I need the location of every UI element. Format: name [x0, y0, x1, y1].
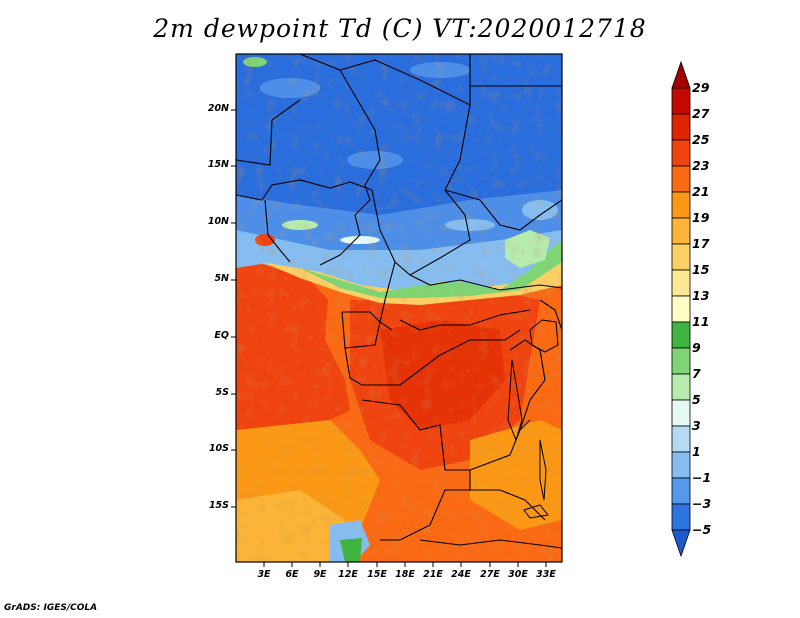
grads-credit: GrADS: IGES/COLA — [4, 603, 98, 613]
colorbar-swatch — [671, 425, 691, 453]
lat-label-15n: 15N — [207, 159, 229, 170]
lat-label-20n: 20N — [207, 103, 229, 114]
colorbar-label: 17 — [692, 236, 710, 251]
colorbar-swatch — [671, 60, 691, 89]
colorbar — [671, 60, 691, 558]
colorbar-label: 19 — [692, 210, 710, 225]
colorbar-label: 13 — [692, 288, 710, 303]
colorbar-swatch — [671, 217, 691, 245]
colorbar-label: 27 — [692, 106, 710, 121]
colorbar-swatch — [671, 113, 691, 141]
lat-ticks — [231, 109, 236, 508]
lat-label-5n: 5N — [214, 273, 229, 284]
dewpoint-field — [236, 54, 562, 562]
colorbar-swatch — [671, 399, 691, 427]
lat-label-eq: EQ — [214, 330, 229, 341]
colorbar-label: 15 — [692, 262, 710, 277]
colorbar-swatch — [671, 451, 691, 479]
colorbar-swatch — [671, 87, 691, 115]
lon-label-12e: 12E — [338, 569, 358, 580]
lon-label-27e: 27E — [480, 569, 500, 580]
colorbar-swatch — [671, 503, 691, 531]
lon-label-3e: 3E — [257, 569, 271, 580]
lakes — [507, 319, 559, 519]
lon-label-6e: 6E — [285, 569, 299, 580]
lon-label-30e: 30E — [508, 569, 528, 580]
colorbar-swatch — [671, 191, 691, 219]
colorbar-label: −1 — [692, 470, 712, 485]
colorbar-swatch — [671, 373, 691, 401]
colorbar-label: 7 — [692, 366, 701, 381]
colorbar-label: −3 — [692, 496, 712, 511]
colorbar-swatch — [671, 529, 691, 558]
colorbar-swatch — [671, 243, 691, 271]
lon-label-9e: 9E — [313, 569, 327, 580]
colorbar-label: 3 — [692, 418, 701, 433]
colorbar-swatch — [671, 295, 691, 323]
lon-label-18e: 18E — [395, 569, 415, 580]
colorbar-label: 5 — [692, 392, 701, 407]
lat-label-10s: 10S — [208, 443, 229, 454]
lon-label-24e: 24E — [451, 569, 471, 580]
lon-label-15e: 15E — [367, 569, 387, 580]
colorbar-swatch — [671, 165, 691, 193]
colorbar-label: 11 — [692, 314, 710, 329]
colorbar-label: 9 — [692, 340, 701, 355]
colorbar-swatch — [671, 321, 691, 349]
colorbar-label: 21 — [692, 184, 710, 199]
colorbar-swatch — [671, 347, 691, 375]
lat-label-10n: 10N — [207, 216, 229, 227]
colorbar-swatch — [671, 139, 691, 167]
colorbar-label: 23 — [692, 158, 710, 173]
country-borders — [236, 54, 562, 549]
colorbar-swatch — [671, 269, 691, 297]
map-frame — [235, 53, 563, 563]
lat-label-5s: 5S — [215, 387, 229, 398]
lon-label-21e: 21E — [423, 569, 443, 580]
colorbar-label: −5 — [692, 522, 712, 537]
lat-label-15s: 15S — [208, 500, 229, 511]
colorbar-label: 29 — [692, 80, 710, 95]
colorbar-label: 25 — [692, 132, 710, 147]
lon-ticks — [263, 562, 547, 567]
colorbar-label: 1 — [692, 444, 701, 459]
lon-label-33e: 33E — [536, 569, 556, 580]
colorbar-swatch — [671, 477, 691, 505]
map-title: 2m dewpoint Td (C) VT:2020012718 — [153, 14, 647, 43]
